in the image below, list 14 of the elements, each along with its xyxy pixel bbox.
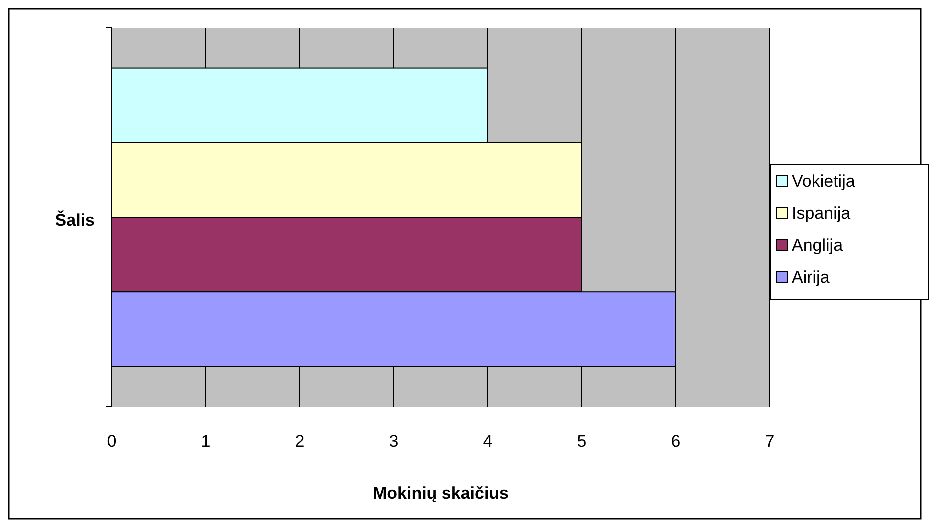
x-tick-label: 1 <box>201 432 211 451</box>
x-tick-label: 0 <box>107 432 117 451</box>
x-tick-label: 2 <box>295 432 305 451</box>
x-tick-label: 4 <box>483 432 493 451</box>
legend-label: Anglija <box>792 236 844 255</box>
legend-label: Airija <box>792 268 830 287</box>
legend-label: Vokietija <box>792 172 856 191</box>
x-tick-label: 3 <box>389 432 399 451</box>
y-axis-title: Šalis <box>55 210 95 230</box>
x-tick-label: 5 <box>577 432 587 451</box>
x-tick-label: 6 <box>671 432 681 451</box>
x-tick-label: 7 <box>765 432 775 451</box>
x-axis-title: Mokinių skaičius <box>372 484 510 503</box>
legend-label: Ispanija <box>792 204 852 223</box>
